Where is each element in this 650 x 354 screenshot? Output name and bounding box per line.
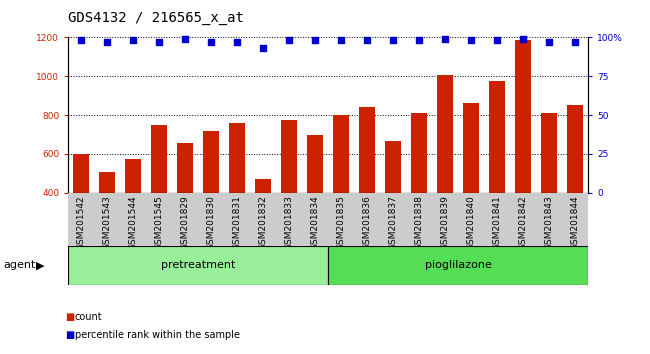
Point [128,38,138,43]
Bar [99,172,115,193]
Text: GSM201839: GSM201839 [441,195,450,251]
Text: pioglilazone: pioglilazone [425,261,491,270]
Bar [541,113,557,193]
Bar [489,81,505,193]
Bar [385,141,401,193]
Point [284,38,294,43]
Point [388,38,398,43]
Bar [437,75,453,193]
Point [76,38,86,43]
Point [414,38,424,43]
Point [466,38,476,43]
Bar [255,179,271,193]
Bar [73,154,89,193]
Text: ■: ■ [65,330,74,339]
Text: pretreatment: pretreatment [161,261,235,270]
Point [544,39,554,45]
Point [180,36,190,41]
Text: GSM201842: GSM201842 [519,195,528,250]
Bar [328,246,588,285]
Text: GSM201831: GSM201831 [233,195,242,251]
Point [336,38,346,43]
Bar [281,120,297,193]
Point [492,38,502,43]
Bar [307,135,323,193]
Bar [515,40,531,193]
Text: GSM201840: GSM201840 [467,195,476,250]
Text: percentile rank within the sample: percentile rank within the sample [75,330,240,339]
Point [102,39,112,45]
Bar [177,143,193,193]
Text: GSM201829: GSM201829 [181,195,190,250]
Bar [333,115,349,193]
Point [570,39,580,45]
Point [154,39,164,45]
Point [310,38,320,43]
Text: GSM201837: GSM201837 [389,195,398,251]
Text: ■: ■ [65,312,74,322]
Point [518,36,528,41]
Point [258,45,268,51]
Text: GSM201835: GSM201835 [337,195,346,251]
Text: GSM201833: GSM201833 [285,195,294,251]
Bar [203,131,219,193]
Text: GDS4132 / 216565_x_at: GDS4132 / 216565_x_at [68,11,244,25]
Text: GSM201545: GSM201545 [155,195,164,250]
Point [232,39,242,45]
Text: GSM201832: GSM201832 [259,195,268,250]
Text: GSM201843: GSM201843 [545,195,554,250]
Bar [463,103,479,193]
Text: GSM201836: GSM201836 [363,195,372,251]
Point [206,39,216,45]
Bar [359,107,375,193]
Bar [151,125,167,193]
Text: count: count [75,312,103,322]
Bar [125,159,141,193]
Text: GSM201542: GSM201542 [77,195,86,250]
Text: GSM201544: GSM201544 [129,195,138,250]
Text: GSM201841: GSM201841 [493,195,502,250]
Text: GSM201830: GSM201830 [207,195,216,251]
Point [440,36,450,41]
Text: GSM201834: GSM201834 [311,195,320,250]
Point [362,38,372,43]
Text: GSM201844: GSM201844 [571,195,580,250]
Bar [68,246,328,285]
Bar [411,113,427,193]
Text: agent: agent [3,261,36,270]
Bar [567,105,583,193]
Text: ▶: ▶ [36,261,44,270]
Text: GSM201838: GSM201838 [415,195,424,251]
Bar [229,123,245,193]
Text: GSM201543: GSM201543 [103,195,112,250]
